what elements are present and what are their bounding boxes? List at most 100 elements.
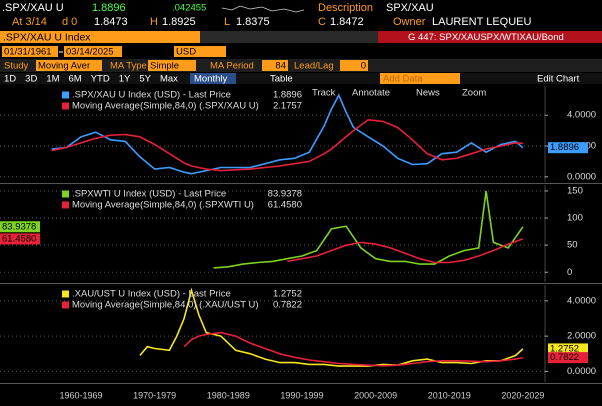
x-tick-label: 1990-1999	[280, 390, 323, 400]
x-tick-label: 2020-2029	[501, 390, 544, 400]
lead-lag-box[interactable]	[340, 60, 368, 71]
y-tick-label: 2.0000	[567, 331, 596, 342]
chart-tool[interactable]: Annotate	[352, 88, 390, 99]
y-tick-label: 0.0000	[567, 171, 596, 182]
series-line	[139, 287, 524, 367]
start-date-box[interactable]	[2, 46, 58, 57]
series-line	[51, 93, 524, 175]
range-button[interactable]: 1M	[46, 74, 59, 85]
y-tick-label: 50	[567, 240, 578, 251]
sparkline	[221, 5, 305, 13]
range-button[interactable]: 6M	[69, 74, 82, 85]
x-tick-label: 2010-2019	[428, 390, 471, 400]
ma-type: Simple	[150, 61, 179, 72]
currency-box[interactable]	[174, 46, 226, 57]
frequency: Monthly	[194, 74, 228, 85]
legend-label: Moving Average(Simple,84,0) (.SPXWTI U)	[72, 200, 254, 211]
end-date-box[interactable]	[64, 46, 122, 57]
x-tick-label: 1960-1969	[59, 390, 102, 400]
start-date: 01/31/1961	[4, 47, 52, 58]
d-label: d 0	[62, 16, 77, 28]
change: .042455	[172, 3, 206, 14]
x-tick-label: 1980-1989	[207, 390, 250, 400]
range-button[interactable]: Max	[160, 74, 178, 85]
study: Moving Aver	[38, 61, 90, 72]
series-line	[213, 190, 524, 269]
lead-lag: 0	[361, 61, 366, 72]
ma-period-box[interactable]	[262, 60, 288, 71]
legend-value: 83.9378	[268, 189, 302, 200]
legend-label: Moving Average(Simple,84,0) (.SPX/XAU U)	[72, 101, 259, 112]
end-date: 03/14/2025	[66, 47, 114, 58]
close-label: C	[318, 16, 326, 28]
currency: USD	[176, 47, 196, 58]
y-tick-label: 0.0000	[567, 366, 596, 377]
owner-label: Owner	[393, 16, 426, 28]
last-value-label: 1.2752	[550, 343, 579, 354]
graph-name: G 447: SPX/XAUSPX/WTIXAU/Bond	[408, 32, 564, 43]
legend-value: 61.4580	[268, 200, 302, 211]
y-tick-label: 4.0000	[567, 295, 596, 306]
legend-swatch	[62, 91, 69, 99]
last-value-tag	[0, 221, 40, 233]
last-value-tag	[548, 142, 588, 154]
last-value-tag	[548, 343, 588, 355]
ma-period-label: MA Period	[210, 61, 254, 72]
range-bar	[0, 73, 602, 84]
range-button[interactable]: 3D	[25, 74, 37, 85]
legend-label: .SPX/XAU U Index (USD) - Last Price	[72, 90, 231, 101]
last-value-tag	[548, 352, 588, 364]
graph-bar[interactable]	[378, 31, 602, 43]
security-bar	[0, 31, 200, 43]
series-line	[51, 118, 523, 172]
open: 1.8473	[94, 16, 128, 28]
ma-type-label: MA Type	[110, 61, 147, 72]
bar-spacer	[200, 31, 378, 43]
edit-chart[interactable]: Edit Chart	[537, 74, 580, 85]
series-line	[183, 331, 524, 367]
legend-swatch	[62, 290, 69, 298]
legend-value: 0.7822	[273, 300, 302, 311]
high-label: H	[150, 16, 158, 28]
last-value-label: 61.4580	[2, 233, 36, 244]
owner: LAURENT LEQUEU	[432, 16, 531, 28]
security: .SPX/XAU U Index	[3, 31, 91, 43]
legend-swatch	[62, 201, 69, 209]
x-tick-label: 2000-2009	[354, 390, 397, 400]
range-button[interactable]: YTD	[91, 74, 110, 85]
add-data-box[interactable]	[380, 73, 460, 84]
legend-swatch	[62, 301, 69, 309]
last-value-label: 1.8896	[550, 142, 579, 153]
ticker: .SPX/XAU U	[2, 2, 64, 14]
at-date: At 3/14	[12, 16, 47, 28]
last-value-tag	[0, 233, 40, 245]
description-label: Description	[318, 2, 373, 14]
last-value-label: 83.9378	[2, 221, 36, 232]
table-button[interactable]: Table	[270, 74, 293, 85]
high: 1.8925	[162, 16, 196, 28]
legend-label: .SPXWTI U Index (USD) - Last Price	[72, 189, 226, 200]
add-data: Add Data	[383, 74, 423, 85]
ma-period: 84	[275, 61, 286, 72]
range-button[interactable]: 1Y	[119, 74, 131, 85]
series-line	[287, 238, 524, 264]
study-box[interactable]	[36, 60, 102, 71]
low-label: L	[224, 16, 230, 28]
low: 1.8375	[236, 16, 270, 28]
ma-type-box[interactable]	[148, 60, 196, 71]
legend-swatch	[62, 102, 69, 110]
last-value-label: 0.7822	[550, 352, 579, 363]
chart-tool[interactable]: Zoom	[462, 88, 486, 99]
legend-label: Moving Average(Simple,84,0) (.XAU/UST U)	[72, 300, 259, 311]
legend-value: 1.8896	[273, 90, 302, 101]
legend-value: 1.2752	[273, 289, 302, 300]
y-tick-label: 4.0000	[567, 110, 596, 121]
chart-tool[interactable]: Track	[312, 88, 336, 99]
range-button[interactable]: 1D	[4, 74, 16, 85]
close: 1.8472	[330, 16, 364, 28]
range-button[interactable]: 5Y	[139, 74, 151, 85]
chart-tool[interactable]: News	[416, 88, 440, 99]
frequency-box[interactable]	[190, 73, 236, 84]
price: 1.8896	[92, 2, 126, 14]
